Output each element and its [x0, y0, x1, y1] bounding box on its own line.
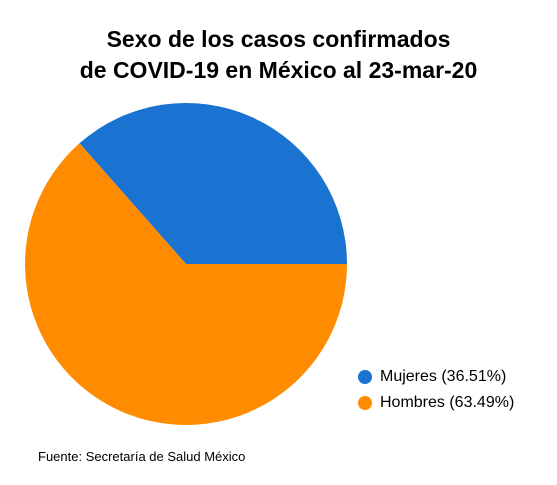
chart-title: Sexo de los casos confirmados de COVID-1…	[0, 24, 557, 86]
pie-slice-hombres	[24, 143, 347, 425]
legend-swatch-mujeres	[358, 370, 372, 384]
legend-label-hombres: Hombres (63.49%)	[380, 394, 515, 411]
legend-swatch-hombres	[358, 396, 372, 410]
legend: Mujeres (36.51%) Hombres (63.49%)	[358, 366, 514, 418]
pie-slice-mujeres	[79, 102, 348, 264]
legend-label-mujeres: Mujeres (36.51%)	[380, 368, 507, 385]
chart-title-line-2: de COVID-19 en México al 23-mar-20	[79, 57, 478, 83]
legend-item-hombres: Hombres (63.49%)	[358, 392, 514, 414]
chart-title-line-1: Sexo de los casos confirmados	[106, 26, 451, 52]
source-note: Fuente: Secretaría de Salud México	[38, 449, 246, 464]
legend-item-mujeres: Mujeres (36.51%)	[358, 366, 514, 388]
